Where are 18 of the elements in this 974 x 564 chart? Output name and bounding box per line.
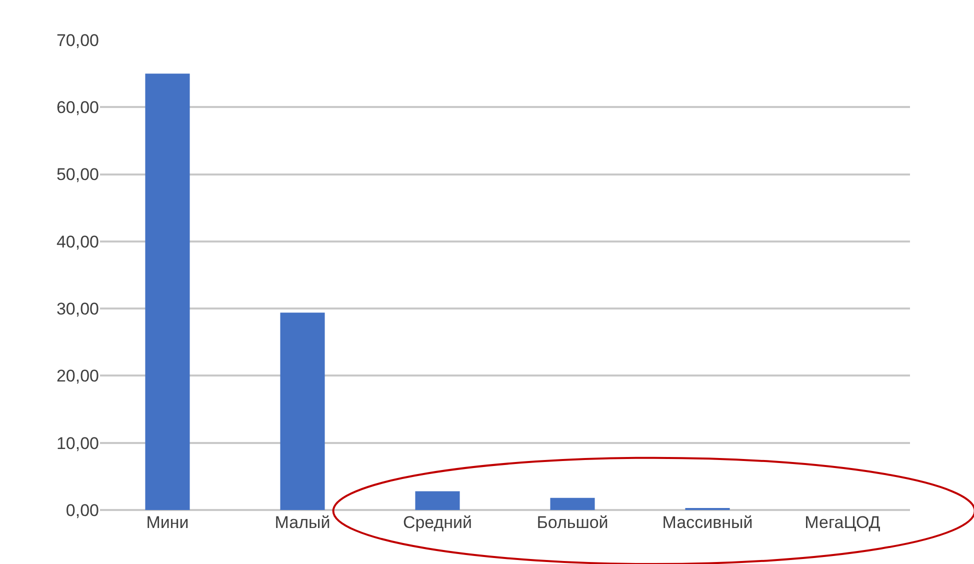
x-tick-label: Массивный — [662, 513, 753, 532]
x-tick-label: Малый — [274, 513, 330, 532]
y-tick-label: 10,00 — [56, 434, 99, 453]
y-tick-label: 70,00 — [56, 30, 99, 50]
y-tick-label: 50,00 — [56, 165, 99, 184]
bar — [550, 498, 595, 510]
y-tick-label: 0,00 — [66, 500, 99, 520]
y-tick-label: 20,00 — [56, 366, 99, 386]
bar — [415, 491, 460, 510]
x-tick-label: Мини — [146, 513, 189, 532]
bar — [280, 312, 325, 510]
y-tick-label: 60,00 — [56, 98, 99, 118]
x-tick-label: Большой — [536, 513, 608, 532]
x-tick-label: Средний — [402, 513, 472, 532]
bar — [145, 74, 190, 510]
x-tick-label: МегаЦОД — [804, 513, 881, 532]
y-tick-label: 30,00 — [56, 300, 99, 319]
y-tick-label: 40,00 — [56, 232, 99, 252]
